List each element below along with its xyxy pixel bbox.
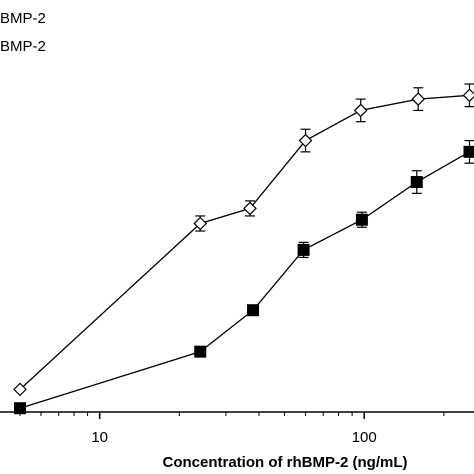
series-0	[13, 83, 474, 397]
series-line	[19, 151, 470, 409]
legend-label-0: BMP-2	[0, 10, 46, 27]
data-point	[355, 213, 368, 226]
legend: BMP-2 BMP-2	[0, 10, 46, 55]
data-point	[410, 176, 423, 189]
x-minor-ticks	[19, 412, 445, 416]
data-point	[194, 345, 207, 358]
series-1	[14, 139, 474, 415]
data-point	[247, 304, 260, 317]
legend-label-1: BMP-2	[0, 38, 46, 55]
x-tick-label: 100	[352, 429, 377, 446]
x-tick-label: 10	[91, 429, 108, 446]
data-point	[353, 103, 368, 118]
data-point	[13, 382, 27, 397]
x-axis-ticks: 10 100	[19, 412, 445, 446]
series-line	[19, 94, 470, 390]
x-axis-title: Concentration of rhBMP-2 (ng/mL)	[163, 454, 408, 471]
data-point	[463, 145, 474, 158]
data-point	[411, 92, 426, 106]
data-point	[298, 133, 313, 148]
data-point	[193, 216, 208, 231]
plot-area	[13, 83, 474, 415]
data-point	[297, 243, 310, 256]
data-point	[462, 88, 474, 103]
data-point	[243, 201, 257, 216]
data-point	[14, 402, 27, 415]
